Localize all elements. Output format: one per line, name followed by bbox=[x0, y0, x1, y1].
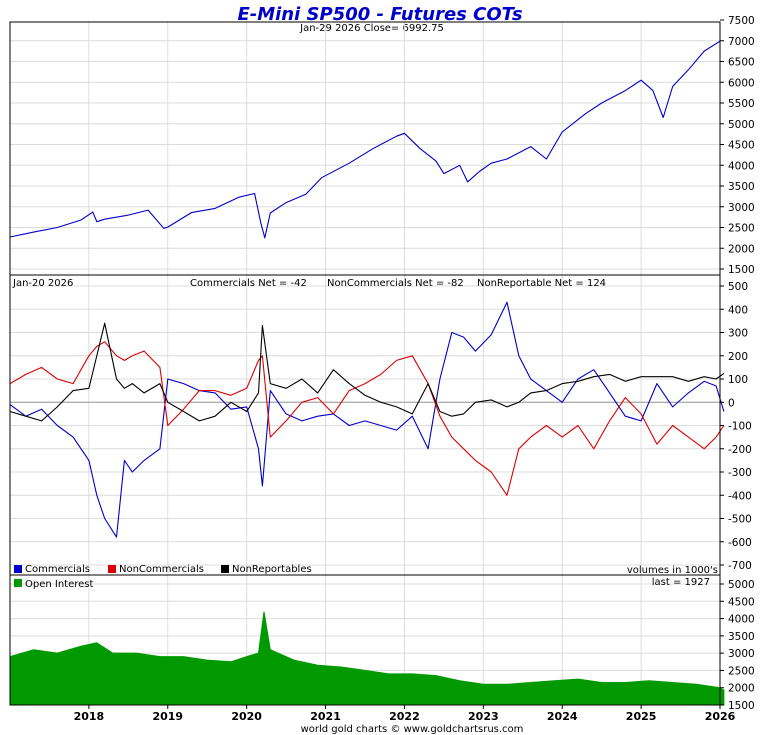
noncommercials-net-readout: NonCommercials Net = -82 bbox=[327, 278, 464, 289]
legend-label-commercials: Commercials bbox=[25, 564, 90, 575]
series-area-open-interest bbox=[9, 611, 725, 706]
price-y-tick-label: 6000 bbox=[728, 77, 755, 89]
cot-y-tick-label: -400 bbox=[728, 490, 752, 502]
nonreportable-net-readout: NonReportable Net = 124 bbox=[477, 278, 606, 289]
open_interest-y-tick-label: 4000 bbox=[728, 614, 755, 626]
series-line-price bbox=[9, 40, 721, 239]
open_interest-y-tick-label: 3000 bbox=[728, 648, 755, 660]
price-y-tick-label: 5500 bbox=[728, 98, 755, 110]
legend-label-noncommercials: NonCommercials bbox=[119, 564, 204, 575]
series-line-commercials bbox=[9, 301, 725, 538]
cot-y-tick-label: -100 bbox=[728, 421, 752, 433]
price-y-tick-label: 4500 bbox=[728, 140, 755, 152]
price-y-tick-label: 6500 bbox=[728, 57, 755, 69]
cot-y-tick-label: -200 bbox=[728, 444, 752, 456]
open_interest-y-tick-label: 5000 bbox=[728, 579, 755, 591]
x-tick-label-2018: 2018 bbox=[74, 710, 105, 723]
series-line-nonreportables bbox=[9, 322, 725, 422]
price-y-tick-label: 1500 bbox=[728, 264, 755, 276]
cot-y-tick-label: -300 bbox=[728, 467, 752, 479]
cot-y-tick-label: -700 bbox=[728, 560, 752, 572]
x-tick-label-2026: 2026 bbox=[705, 710, 736, 723]
price-y-tick-label: 5000 bbox=[728, 119, 755, 131]
x-tick-label-2025: 2025 bbox=[626, 710, 657, 723]
commercials-net-readout: Commercials Net = -42 bbox=[190, 278, 307, 289]
price-y-tick-label: 7500 bbox=[728, 15, 755, 27]
open_interest-y-tick-label: 1500 bbox=[728, 700, 755, 712]
cot-y-tick-label: 0 bbox=[728, 397, 735, 409]
legend-swatch-noncommercials bbox=[108, 565, 116, 573]
x-tick-label-2020: 2020 bbox=[231, 710, 262, 723]
series-line-noncommercials bbox=[9, 341, 725, 496]
open_interest-y-tick-label: 4500 bbox=[728, 596, 755, 608]
cot-y-tick-label: -500 bbox=[728, 514, 752, 526]
price-y-tick-label: 4000 bbox=[728, 160, 755, 172]
price-y-tick-label: 2000 bbox=[728, 243, 755, 255]
price-y-tick-label: 7000 bbox=[728, 36, 755, 48]
axis-layer: 2018 2019 2020 2021 2022 2023 2024 2025 20261500… bbox=[74, 15, 755, 723]
legend-swatch-commercials bbox=[14, 565, 22, 573]
data-layer bbox=[9, 40, 725, 706]
x-tick-label-2023: 2023 bbox=[468, 710, 499, 723]
oi-last-note: last = 1927 bbox=[652, 577, 710, 588]
legend-label-open-interest: Open Interest bbox=[25, 579, 94, 590]
chart-footer: world gold charts © www.goldchartsrus.co… bbox=[301, 724, 524, 735]
price-y-tick-label: 3500 bbox=[728, 181, 755, 193]
open_interest-y-tick-label: 3500 bbox=[728, 631, 755, 643]
open_interest-y-tick-label: 2000 bbox=[728, 683, 755, 695]
legend-swatch-open-interest bbox=[14, 579, 22, 587]
cot-y-tick-label: 400 bbox=[728, 304, 748, 316]
x-tick-label-2024: 2024 bbox=[547, 710, 578, 723]
x-tick-label-2019: 2019 bbox=[152, 710, 183, 723]
cot-y-tick-label: 100 bbox=[728, 374, 748, 386]
cot-y-tick-label: 300 bbox=[728, 328, 748, 340]
legend-label-nonreportables: NonReportables bbox=[232, 564, 312, 575]
volume-note: volumes in 1000's bbox=[627, 565, 718, 576]
chart-subtitle: Jan-29 2026 Close= 6992.75 bbox=[299, 23, 444, 34]
open_interest-y-tick-label: 2500 bbox=[728, 665, 755, 677]
cot-y-tick-label: -600 bbox=[728, 537, 752, 549]
cot-date-label: Jan-20 2026 bbox=[12, 278, 73, 289]
legend-swatch-nonreportables bbox=[221, 565, 229, 573]
cot-y-tick-label: 200 bbox=[728, 351, 748, 363]
plot-frame bbox=[9, 21, 721, 706]
price-y-tick-label: 2500 bbox=[728, 223, 755, 235]
x-tick-label-2022: 2022 bbox=[389, 710, 420, 723]
cot-y-tick-label: 500 bbox=[728, 281, 748, 293]
price-y-tick-label: 3000 bbox=[728, 202, 755, 214]
chart-title: E-Mini SP500 - Futures COTs bbox=[237, 4, 522, 25]
x-tick-label-2021: 2021 bbox=[310, 710, 341, 723]
